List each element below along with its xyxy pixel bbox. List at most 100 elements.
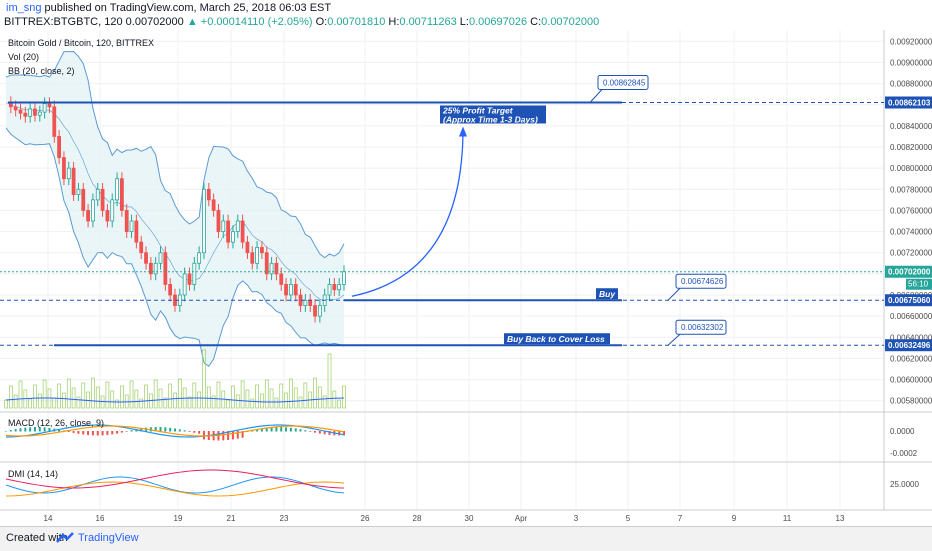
candle-body [153,262,158,275]
candle-body [332,284,337,291]
volume-bar [245,389,250,409]
y-tick-label: 0.00620000 [890,354,932,363]
x-tick-label: 13 [836,514,845,523]
candle-body [264,252,269,275]
volume-bar [33,384,37,409]
candle-body [33,108,37,116]
author-link[interactable]: im_sng [6,2,42,14]
candle-body [37,111,42,116]
candle-body [240,220,245,243]
candle-body [274,262,279,275]
candle-body [163,252,168,285]
macd-hist-bar [164,427,167,432]
profit-target-label: 25% Profit Target [442,105,514,115]
macd-hist-bar [9,430,12,432]
volume-bar [279,383,284,409]
macd-tick: 0.0000 [890,427,915,436]
x-tick-label: 5 [626,514,631,523]
macd-hist-bar [193,431,196,433]
volume-bar [18,380,23,409]
candle-body [86,210,90,222]
y-tick-label: 0.00600000 [890,376,932,385]
ohlc-line: BITTREX:BTGBTC, 120 0.00702000 ▲ +0.0001… [4,16,599,28]
candle-body [226,220,231,243]
y-tick-label: 0.00640000 [890,333,932,342]
volume-bar [134,389,139,409]
candle-body [148,262,153,275]
macd-hist-bar [198,431,201,434]
volume-bar [192,382,197,409]
macd-hist-bar [87,431,90,436]
macd-hist-bar [294,428,297,432]
x-tick-label: 7 [678,514,683,523]
macd-hist-bar [135,429,138,432]
volume-bar [289,378,293,409]
candle-body [28,108,33,117]
dmi-plus-line [5,476,345,494]
candle-body [76,188,81,195]
bb-legend: BB (20, close, 2) [8,66,75,76]
macd-hist-bar [202,431,205,440]
candle-body [197,252,202,264]
candle-body [327,284,332,296]
macd-hist-bar [120,431,123,433]
time-left-label: 56:10 [908,280,929,289]
volume-bar [71,387,76,409]
candle-body [100,188,105,211]
candle-body [62,157,66,180]
macd-hist-bar [318,431,321,434]
vol-legend: Vol (20) [8,52,39,62]
callout-stop-text: 0.00632302 [681,323,724,332]
volume-bar [139,398,144,409]
candle-body [47,103,52,108]
macd-hist-bar [14,429,17,432]
macd-hist-bar [285,427,288,432]
candle-body [105,210,110,222]
volume-bar [144,384,148,409]
candle-body [255,247,259,264]
macd-hist-bar [338,431,341,436]
axis-label-current-bg [885,265,932,278]
axis-label-current: 0.00702000 [888,268,931,277]
callout-buy-text: 0.00674626 [681,277,724,286]
volume-bar [264,379,269,409]
callout-target-pointer [589,89,603,103]
macd-hist-bar [82,431,85,435]
macd-hist-bar [222,431,225,441]
tradingview-brand-link[interactable]: TradingView [78,532,139,544]
dmi-minus-line [5,481,345,497]
price-chart[interactable]: 0.009200000.009000000.008800000.00860000… [0,30,932,526]
macd-hist-bar [309,431,312,432]
macd-hist-bar [24,427,27,432]
macd-hist-bar [323,431,326,435]
candle-body [303,299,308,306]
macd-hist-bar [96,431,99,436]
macd-hist-bar [256,429,259,432]
candle-body [245,241,250,254]
candle-body [260,247,264,254]
volume-bar [66,378,71,409]
candle-body [134,220,139,243]
macd-hist-bar [130,430,133,432]
volume-bar [115,399,119,409]
volume-bar [255,384,259,409]
axis-label-stop-bg [885,339,932,352]
axis-label-stop: 0.00632496 [888,341,931,350]
candle-body [124,210,129,232]
y-tick-label: 0.00820000 [890,143,932,152]
volume-bar [177,378,182,409]
macd-hist-bar [159,427,162,432]
footer: Created with TradingView [0,526,932,551]
adx-line [5,469,345,489]
volume-bar [240,380,245,409]
volume-bar [163,397,168,409]
macd-hist-bar [58,429,61,432]
volume-bar [76,396,81,409]
macd-hist-bar [67,431,70,432]
candle-body [216,210,221,232]
macd-hist-bar [169,427,172,432]
buy-label: Buy [599,289,616,299]
volume-bar [322,395,327,409]
macd-hist-bar [241,431,244,438]
candle-body [158,252,163,264]
